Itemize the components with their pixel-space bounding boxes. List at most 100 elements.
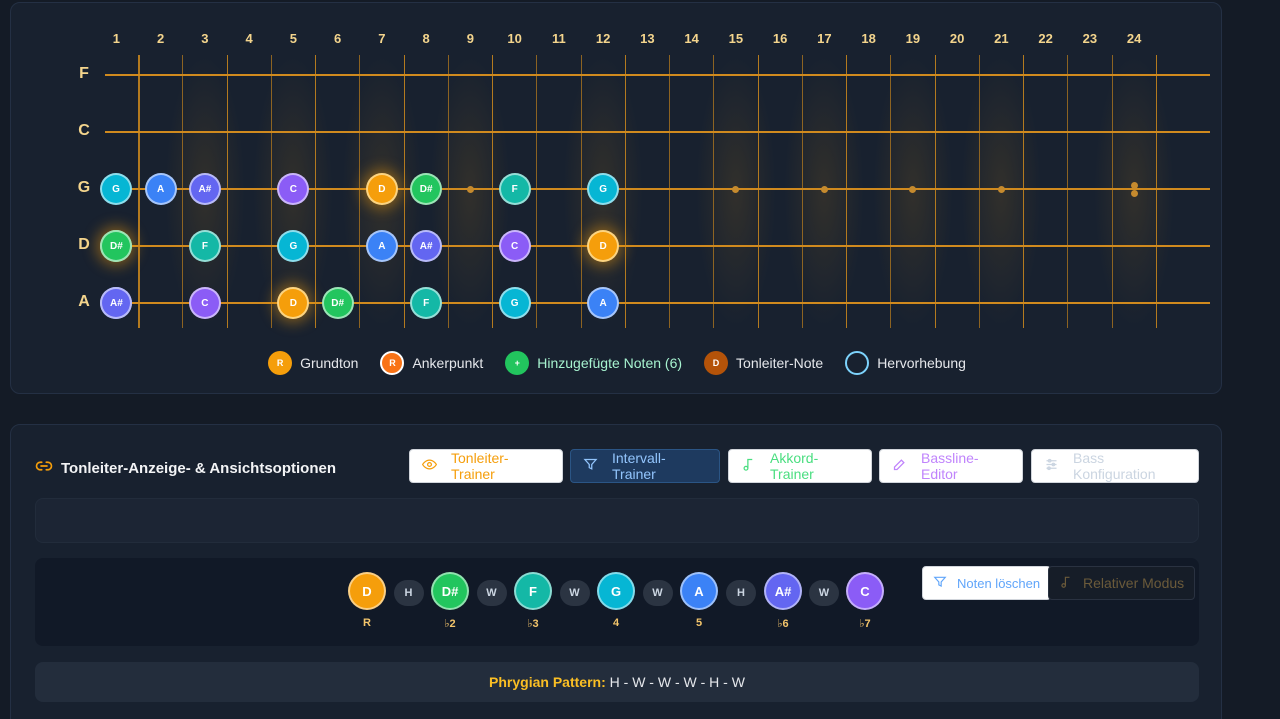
fret-wire <box>138 55 140 328</box>
legend-item: Hervorhebung <box>845 351 966 375</box>
clear-notes-button[interactable]: Noten löschen <box>922 566 1052 600</box>
fret-wire <box>447 55 449 328</box>
scale-note[interactable]: G <box>597 572 635 610</box>
fret-note[interactable]: D# <box>410 173 443 205</box>
fret-wire <box>403 55 405 328</box>
legend-label: Grundton <box>300 355 359 371</box>
scale-note[interactable]: D <box>348 572 386 610</box>
scale-note[interactable]: D# <box>431 572 469 610</box>
scale-note[interactable]: C <box>846 572 884 610</box>
options-title: Tonleiter-Anzeige- & Ansichtsoptionen <box>35 457 336 479</box>
scale-note[interactable]: F <box>514 572 552 610</box>
string-line <box>105 131 1210 133</box>
fret-note[interactable]: D# <box>321 287 354 319</box>
legend-item: R Ankerpunkt <box>380 351 483 375</box>
eye-icon <box>421 457 438 475</box>
tab-bassline-editor[interactable]: Bassline-Editor <box>879 449 1023 483</box>
fret-note[interactable]: A <box>365 230 398 262</box>
fret-inlay-dot <box>820 185 828 193</box>
fret-wire <box>934 55 936 328</box>
legend-label: Ankerpunkt <box>412 355 484 371</box>
scale-degree: ♭3 <box>527 618 539 630</box>
scale-degree: R <box>363 617 371 629</box>
tab-label: Tonleiter-Trainer <box>451 450 509 482</box>
tab-akkord-trainer[interactable]: Akkord-Trainer <box>728 449 872 483</box>
fret-number: 17 <box>817 31 832 46</box>
tab-intervall-trainer[interactable]: Intervall-Trainer <box>570 449 720 483</box>
scale-note[interactable]: A <box>680 572 718 610</box>
fret-note[interactable]: A <box>587 287 620 319</box>
tab-tonleiter-trainer[interactable]: Tonleiter-Trainer <box>409 449 563 483</box>
scale-degree: ♭2 <box>444 618 456 630</box>
legend-swatch: R <box>380 351 405 375</box>
legend-label: Tonleiter-Note <box>736 355 824 371</box>
fret-note[interactable]: C <box>277 173 310 205</box>
string-label: D <box>78 236 90 253</box>
fret-note[interactable]: A# <box>100 287 133 319</box>
fret-number: 8 <box>422 31 430 46</box>
fret-note[interactable]: A <box>144 173 177 205</box>
fret-number: 23 <box>1082 31 1098 46</box>
fret-note[interactable]: D <box>277 287 310 319</box>
string-label: F <box>79 65 89 82</box>
fret-note[interactable]: C <box>188 287 221 319</box>
string-label: G <box>77 179 91 196</box>
clear-notes-label: Noten löschen <box>957 575 1041 591</box>
fret-note[interactable]: D# <box>100 230 133 262</box>
legend: R Grundton R Ankerpunkt + Hinzugefügte Noten … <box>11 349 1223 377</box>
string-line <box>105 245 1210 247</box>
fret-wire <box>359 55 361 328</box>
scale-degree: 4 <box>612 617 620 629</box>
fret-number: 20 <box>949 31 965 46</box>
fret-note[interactable]: F <box>188 230 221 262</box>
fret-number: 19 <box>905 31 921 46</box>
string-label: C <box>78 122 90 139</box>
fret-number: 1 <box>112 31 120 46</box>
fret-wire <box>1155 55 1157 328</box>
fret-note[interactable]: G <box>498 287 531 319</box>
fret-note[interactable]: F <box>498 173 531 205</box>
string-line <box>105 302 1210 304</box>
fret-number: 7 <box>378 31 386 46</box>
pattern-box: Phrygian Pattern: H - W - W - W - H - W <box>35 662 1199 702</box>
fret-wire <box>315 55 316 328</box>
fret-wire <box>536 55 538 328</box>
fret-number: 5 <box>289 31 297 46</box>
empty-info-box <box>35 498 1199 543</box>
fret-wire <box>978 55 980 328</box>
fretboard-panel: 1 2 3 4 5 6 7 8 9 10 11 12 13 14 15 16 17 18 19 20 21 22 23 24 F… <box>10 2 1222 394</box>
fret-number: 3 <box>201 31 209 46</box>
relative-mode-button[interactable]: Relativer Modus <box>1048 566 1196 600</box>
legend-swatch: + <box>505 351 530 375</box>
fret-note[interactable]: A# <box>188 173 221 205</box>
fret-note[interactable]: G <box>277 230 310 262</box>
fret-number: 13 <box>640 31 655 46</box>
fret-wire <box>846 55 847 328</box>
legend-item: D Tonleiter-Note <box>704 351 823 375</box>
fret-note[interactable]: C <box>498 230 531 262</box>
filter-icon <box>933 575 947 592</box>
string-line <box>105 188 1210 190</box>
fret-note[interactable]: D <box>587 230 620 262</box>
fret-number: 6 <box>334 31 342 46</box>
fret-note[interactable]: G <box>100 173 132 205</box>
fret-wire <box>1111 55 1113 328</box>
legend-label: Hinzugefügte Noten (6) <box>537 355 683 371</box>
tab-bass-konfiguration[interactable]: Bass Konfiguration <box>1031 449 1199 483</box>
fret-number: 24 <box>1126 31 1142 46</box>
scale-note[interactable]: A# <box>764 572 802 610</box>
fret-note[interactable]: G <box>587 173 620 205</box>
fret-wire <box>757 55 759 328</box>
scale-options-panel: Tonleiter-Anzeige- & Ansichtsoptionen To… <box>10 424 1222 719</box>
legend-swatch <box>845 351 870 375</box>
tab-label: Bass Konfiguration <box>1073 450 1156 482</box>
fret-number: 9 <box>466 31 474 46</box>
fret-wire <box>669 55 670 328</box>
fret-number: 16 <box>772 31 788 46</box>
fret-note[interactable]: A# <box>410 230 443 262</box>
legend-item: + Hinzugefügte Noten (6) <box>505 351 682 375</box>
string-label: A <box>78 293 90 310</box>
fret-note[interactable]: F <box>410 287 443 319</box>
fret-note[interactable]: D <box>365 173 398 205</box>
fret-wire <box>226 55 228 328</box>
